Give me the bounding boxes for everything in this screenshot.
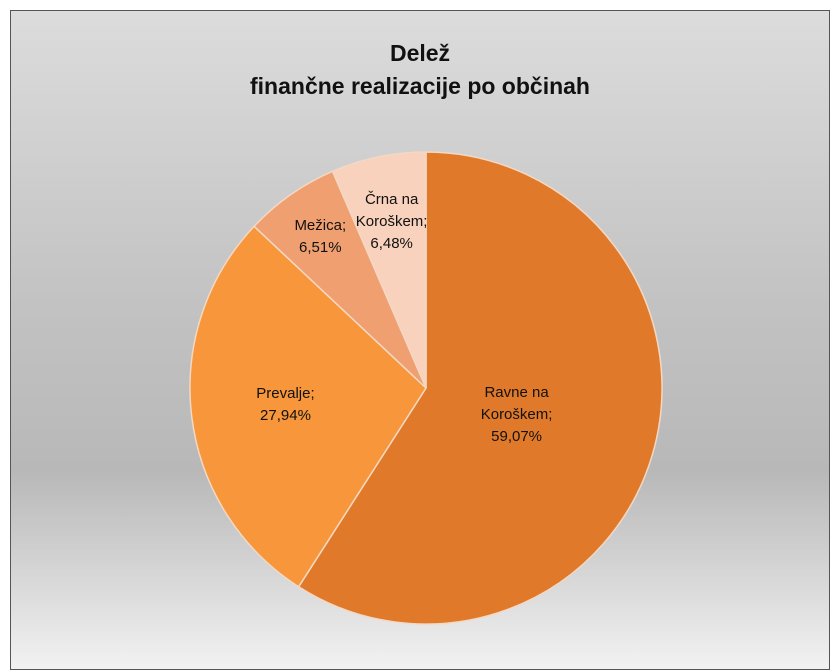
value-label: 6,51% bbox=[299, 239, 342, 257]
data-label: Mežica; 6,51% bbox=[270, 215, 370, 259]
data-label: Ravne na Koroškem; 59,07% bbox=[467, 382, 567, 448]
category-label: Ravne na Koroškem; bbox=[480, 383, 553, 423]
value-label: 6,48% bbox=[370, 234, 413, 252]
value-label: 27,94% bbox=[260, 407, 311, 425]
category-label: Mežica; bbox=[294, 217, 347, 235]
category-label: Črna na Koroškem; bbox=[355, 190, 428, 230]
chart-title: Delež finančne realizacije po občinah bbox=[250, 40, 590, 99]
data-label: Črna na Koroškem; 6,48% bbox=[342, 189, 442, 255]
category-label: Prevalje; bbox=[256, 385, 315, 403]
value-label: 59,07% bbox=[491, 427, 543, 445]
data-label: Prevalje; 27,94% bbox=[235, 383, 335, 427]
pie-slice bbox=[297, 151, 663, 625]
pie-slice bbox=[331, 151, 427, 389]
pie-slice bbox=[189, 225, 427, 588]
